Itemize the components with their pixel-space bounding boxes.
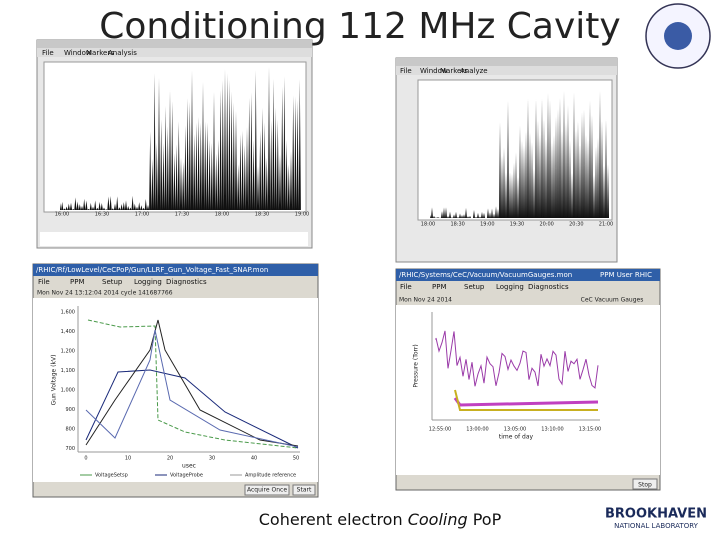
y-tick-label: 900	[65, 407, 75, 413]
x-tick-label: 18:00	[421, 222, 435, 228]
signal-trace	[60, 66, 301, 210]
x-tick-label: 21:00	[599, 222, 613, 228]
menu-item[interactable]: File	[38, 278, 50, 286]
window-top-right	[395, 57, 618, 263]
menu-item[interactable]: Diagnostics	[166, 278, 207, 286]
menu-item[interactable]: Setup	[102, 278, 123, 286]
stop-button[interactable]: Stop	[638, 482, 652, 489]
x-axis-label: usec	[182, 463, 196, 470]
window-top-left	[36, 39, 313, 249]
window-bottom-left	[32, 263, 319, 498]
x-tick-label: 19:30	[510, 222, 524, 228]
menu-item[interactable]: Analyze	[460, 67, 488, 75]
x-tick-label: 12:55:00	[429, 427, 451, 433]
pressure-trace	[435, 330, 599, 389]
x-tick-label: 13:00:00	[466, 427, 488, 433]
x-tick-label: 13:10:00	[541, 427, 563, 433]
plot-title: CeC Vacuum Gauges	[581, 297, 644, 304]
x-tick-label: 13:15:00	[579, 427, 601, 433]
conference-logo	[645, 3, 711, 69]
x-tick-label: 40	[251, 456, 257, 462]
x-tick-label: 16:30	[95, 212, 109, 218]
start-button[interactable]: Start	[297, 487, 312, 494]
y-tick-label: 1,100	[61, 368, 75, 374]
menu-item[interactable]: Logging	[134, 278, 162, 286]
x-tick-label: 18:30	[255, 212, 269, 218]
x-tick-label: 50	[293, 456, 299, 462]
signal-trace	[430, 90, 609, 218]
x-tick-label: 30	[209, 456, 215, 462]
menu-item[interactable]: Window	[64, 49, 92, 57]
legend-label: VoltageSetsp	[95, 473, 128, 479]
lab-logo-name: BROOKHAVEN	[605, 507, 707, 522]
legend-label: Amplitude reference	[245, 473, 296, 479]
menu-item[interactable]: PPM	[432, 283, 446, 291]
menu-item[interactable]: Setup	[464, 283, 485, 291]
menu-item[interactable]: File	[42, 49, 54, 57]
status-line: Mon Nov 24 13:12:04 2014 cycle 141687766	[37, 290, 173, 297]
x-tick-label: 20:30	[569, 222, 583, 228]
y-tick-label: 1,600	[61, 310, 75, 316]
status-line: Mon Nov 24 2014	[399, 297, 452, 304]
window-title: /RHIC/Systems/CeC/Vacuum/VacuumGauges.mo…	[399, 271, 572, 279]
y-axis-label: Gun Voltage (kV)	[51, 355, 58, 406]
menu-item[interactable]: Diagnostics	[528, 283, 569, 291]
window-bottom-right	[395, 268, 661, 491]
window-title: /RHIC/Rf/LowLevel/CeCPoP/Gun/LLRF_Gun_Vo…	[36, 266, 268, 274]
acquire-button[interactable]: Acquire Once	[247, 487, 287, 494]
x-tick-label: 13:05:00	[504, 427, 526, 433]
lab-logo-subtitle: NATIONAL LABORATORY	[614, 522, 699, 530]
menu-item[interactable]: Window	[420, 67, 448, 75]
caption-text: Coherent electron	[259, 510, 408, 529]
x-tick-label: 19:00	[480, 222, 494, 228]
menu-item[interactable]: File	[400, 283, 412, 291]
menu-item[interactable]: PPM	[70, 278, 84, 286]
x-tick-label: 17:00	[135, 212, 149, 218]
y-tick-label: 1,200	[61, 349, 75, 355]
y-tick-label: 700	[65, 446, 75, 452]
x-tick-label: 20:00	[539, 222, 553, 228]
menu-item[interactable]: File	[400, 67, 412, 75]
legend-label: VoltageProbe	[170, 473, 203, 479]
x-tick-label: 18:00	[215, 212, 229, 218]
menu-item[interactable]: Analysis	[108, 49, 137, 57]
x-tick-label: 20	[167, 456, 173, 462]
footer-caption: Coherent electron Cooling PoP	[259, 510, 502, 529]
menu-item[interactable]: Logging	[496, 283, 524, 291]
x-axis-label: time of day	[499, 434, 534, 441]
x-tick-label: 0	[84, 456, 87, 462]
x-tick-label: 17:30	[175, 212, 189, 218]
user-label: PPM User RHIC	[600, 271, 652, 279]
x-tick-label: 16:00	[55, 212, 69, 218]
x-tick-label: 19:00	[295, 212, 309, 218]
x-tick-label: 18:30	[450, 222, 464, 228]
x-tick-label: 10	[125, 456, 131, 462]
caption-text: PoP	[468, 510, 502, 529]
y-tick-label: 1,400	[61, 329, 75, 335]
caption-text: Cooling	[408, 510, 468, 529]
y-tick-label: 800	[65, 427, 75, 433]
y-axis-label: Pressure (Torr)	[413, 344, 420, 387]
y-tick-label: 1,000	[61, 388, 75, 394]
menu-item[interactable]: Markers	[440, 67, 468, 75]
menu-item[interactable]: Markers	[86, 49, 114, 57]
